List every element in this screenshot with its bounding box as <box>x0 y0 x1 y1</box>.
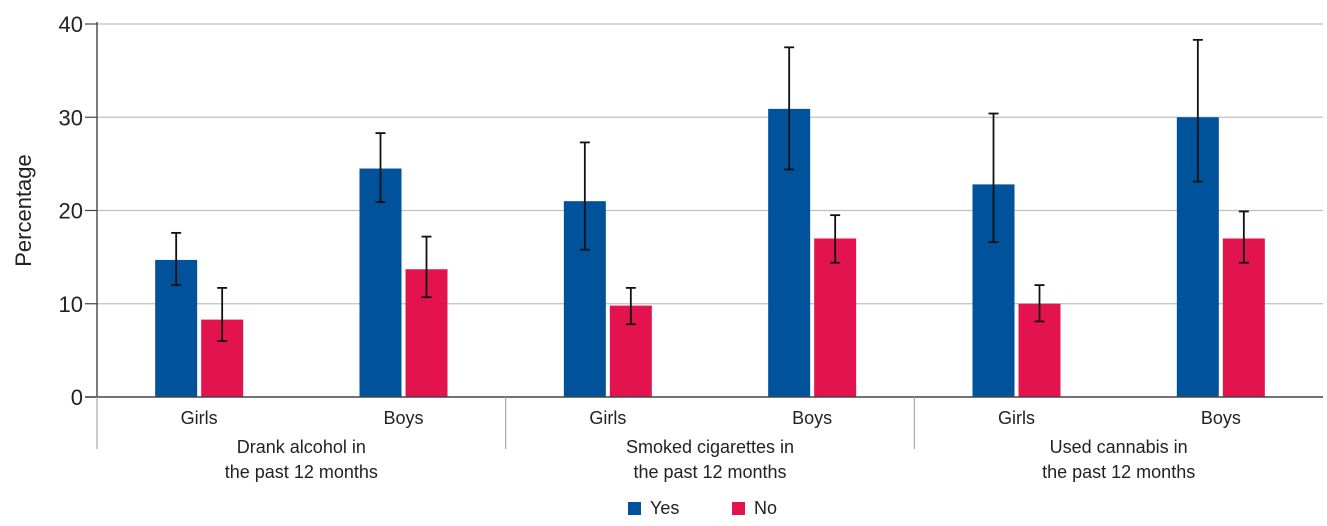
y-tick-label: 20 <box>59 199 83 224</box>
group-label: Drank alcohol in <box>237 437 366 457</box>
legend-label-yes: Yes <box>650 498 679 518</box>
category-label: Boys <box>1201 408 1241 428</box>
legend-swatch-no <box>732 502 745 515</box>
legend: Yes No <box>628 498 777 518</box>
category-label: Boys <box>792 408 832 428</box>
group-labels: Drank alcohol in the past 12 months Smoked… <box>225 437 1195 482</box>
y-tick-labels: 0 10 20 30 40 <box>59 12 83 410</box>
category-label: Girls <box>181 408 218 428</box>
gridlines <box>97 23 1323 305</box>
group-label: the past 12 months <box>225 462 378 482</box>
error-bars <box>171 38 1249 342</box>
category-labels: Girls Boys Girls Boys Girls Boys <box>181 408 1241 428</box>
category-label: Boys <box>383 408 423 428</box>
group-label: the past 12 months <box>633 462 786 482</box>
y-tick-label: 10 <box>59 292 83 317</box>
group-label: Used cannabis in <box>1050 437 1188 457</box>
category-label: Girls <box>998 408 1035 428</box>
bar-no <box>1222 238 1265 397</box>
bar-yes <box>359 168 402 397</box>
legend-label-no: No <box>754 498 777 518</box>
group-label: Smoked cigarettes in <box>626 437 794 457</box>
bar-no <box>814 238 857 397</box>
group-label: the past 12 months <box>1042 462 1195 482</box>
y-tick-label: 30 <box>59 105 83 130</box>
y-tick-label: 40 <box>59 12 83 37</box>
axes <box>85 22 1323 449</box>
y-tick-label: 0 <box>71 385 83 410</box>
legend-swatch-yes <box>628 502 641 515</box>
y-axis-label: Percentage <box>11 154 36 267</box>
bars <box>155 108 1265 398</box>
category-label: Girls <box>589 408 626 428</box>
